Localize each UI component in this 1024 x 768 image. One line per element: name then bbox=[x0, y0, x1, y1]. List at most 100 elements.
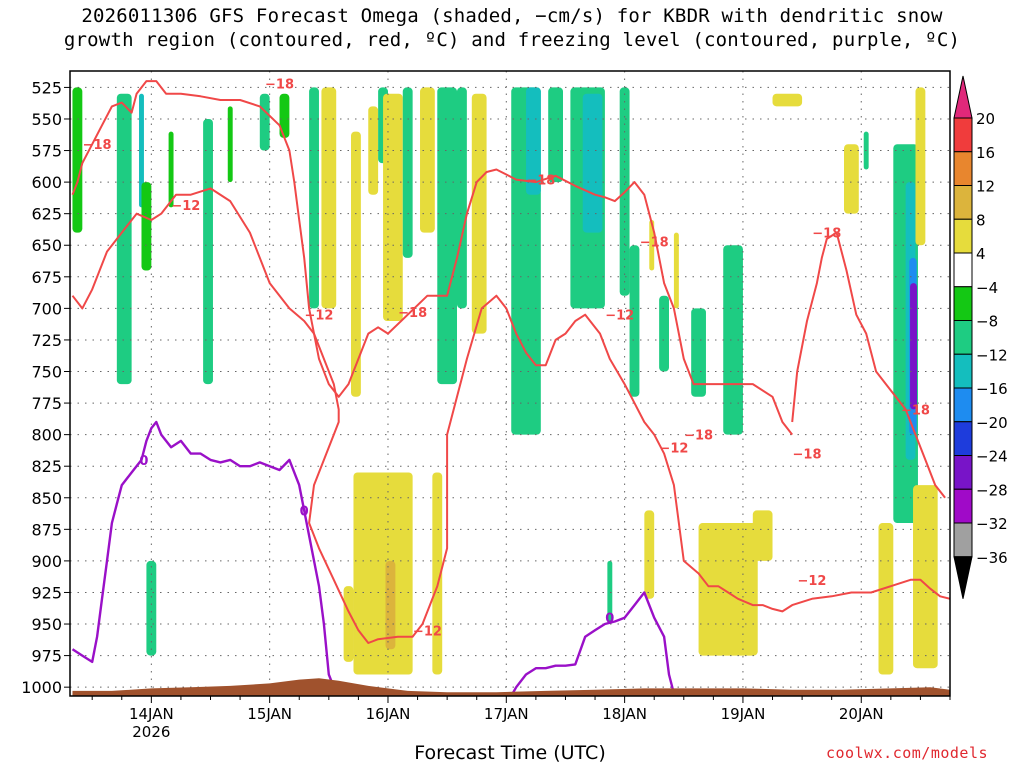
contour-label-text: 0 bbox=[605, 612, 614, 627]
colorbar-swatch bbox=[953, 151, 973, 186]
omega-cell bbox=[629, 245, 640, 397]
omega-cell bbox=[432, 472, 443, 675]
colorbar-label: 16 bbox=[976, 144, 995, 162]
y-tick-label: 775 bbox=[31, 394, 62, 413]
y-tick-label: 625 bbox=[31, 205, 62, 224]
colorbar-swatch bbox=[953, 286, 973, 321]
dgz-contour-label: −12 bbox=[797, 574, 826, 589]
omega-cell bbox=[548, 87, 563, 183]
colorbar-label: −20 bbox=[976, 414, 1008, 432]
y-tick-label: 900 bbox=[31, 552, 62, 571]
y-tick-label: 600 bbox=[31, 173, 62, 192]
contour-label-text: −12 bbox=[171, 199, 200, 214]
omega-cell bbox=[385, 560, 396, 650]
x-tick-label: 20JAN bbox=[839, 705, 884, 723]
colorbar: 20 16 12 8 4 −4 −8 −12 −16 −20 −24 −28 −32 −36 bbox=[953, 75, 1008, 599]
x-tick-year-label: 2026 bbox=[132, 723, 170, 741]
dgz-contour-label: −18 bbox=[83, 138, 112, 153]
y-tick-label: 875 bbox=[31, 520, 62, 539]
x-axis-title: Forecast Time (UTC) bbox=[414, 742, 606, 764]
x-tick-label: 17JAN bbox=[484, 705, 529, 723]
colorbar-label: −32 bbox=[976, 515, 1008, 533]
omega-cell bbox=[659, 295, 669, 372]
contour-label-text: 0 bbox=[300, 504, 309, 519]
x-tick-label: 15JAN bbox=[247, 705, 292, 723]
colorbar-swatch bbox=[953, 185, 973, 220]
omega-cell bbox=[146, 560, 157, 656]
colorbar-top-arrow bbox=[953, 75, 973, 119]
y-tick-label: 1000 bbox=[21, 678, 62, 697]
y-tick-label: 800 bbox=[31, 426, 62, 445]
contour-label-text: −18 bbox=[83, 138, 112, 153]
y-tick-label: 525 bbox=[31, 78, 62, 97]
omega-cell bbox=[723, 245, 743, 435]
omega-cell bbox=[526, 87, 541, 195]
omega-cell bbox=[913, 485, 938, 669]
dgz-contour-line bbox=[791, 231, 946, 499]
omega-cell bbox=[420, 87, 435, 233]
x-tick-label: 16JAN bbox=[366, 705, 411, 723]
contour-label-text: −18 bbox=[398, 306, 427, 321]
omega-cell bbox=[227, 106, 233, 183]
dgz-contour-label: −12 bbox=[413, 624, 442, 639]
omega-shading-layer bbox=[72, 87, 938, 675]
colorbar-swatch bbox=[953, 117, 973, 153]
omega-cell bbox=[351, 131, 361, 397]
chart-title: 2026011306 GFS Forecast Omega (shaded, −… bbox=[0, 4, 1024, 52]
x-tick-label: 19JAN bbox=[721, 705, 766, 723]
omega-cell bbox=[402, 87, 413, 258]
y-axis: 525 550 575 600 625 650 675 700 725 750 775 800 825 8… bbox=[21, 78, 70, 697]
dgz-contour-line bbox=[71, 187, 950, 644]
colorbar-bottom-arrow bbox=[953, 556, 973, 599]
omega-cell bbox=[437, 87, 458, 385]
dgz-contour-label: −18 bbox=[901, 403, 930, 418]
colorbar-label: 8 bbox=[976, 211, 986, 229]
freezing-contour-label: 0 bbox=[605, 612, 614, 627]
plot-area bbox=[70, 71, 950, 696]
y-tick-label: 850 bbox=[31, 489, 62, 508]
colorbar-swatch bbox=[953, 488, 973, 524]
contour-label-text: −18 bbox=[812, 227, 841, 242]
colorbar-label: −36 bbox=[976, 549, 1008, 567]
colorbar-label: 4 bbox=[976, 245, 986, 263]
dgz-contour-label: −18 bbox=[684, 429, 713, 444]
y-tick-label: 925 bbox=[31, 583, 62, 602]
y-tick-label: 675 bbox=[31, 268, 62, 287]
omega-cell bbox=[878, 523, 894, 675]
omega-cell bbox=[203, 118, 213, 385]
omega-cell bbox=[309, 87, 319, 309]
colorbar-swatch bbox=[953, 421, 973, 456]
omega-cell bbox=[772, 93, 803, 107]
omega-cell bbox=[607, 560, 613, 625]
y-tick-label: 825 bbox=[31, 457, 62, 476]
credit-link[interactable]: coolwx.com/models bbox=[826, 744, 989, 762]
contour-label-text: −18 bbox=[793, 448, 822, 463]
omega-cell bbox=[582, 93, 603, 233]
colorbar-swatch bbox=[953, 455, 973, 490]
freezing-level-line bbox=[71, 420, 335, 688]
colorbar-label: 20 bbox=[976, 110, 995, 128]
y-tick-label: 725 bbox=[31, 331, 62, 350]
omega-cell bbox=[691, 308, 706, 397]
plot-frame bbox=[69, 70, 951, 697]
colorbar-swatch bbox=[953, 320, 973, 355]
contour-label-layer: −18−18−12−12 −18−12−18−12−18−12−18−18−12−… bbox=[83, 78, 930, 640]
colorbar-label: −28 bbox=[976, 481, 1008, 499]
colorbar-label: −12 bbox=[976, 346, 1008, 364]
omega-cell bbox=[649, 219, 655, 271]
colorbar-label: 12 bbox=[976, 178, 995, 196]
omega-cell bbox=[752, 510, 773, 561]
y-tick-label: 550 bbox=[31, 110, 62, 129]
omega-cell bbox=[644, 510, 655, 599]
contour-label-text: −12 bbox=[304, 309, 333, 324]
x-tick-label: 14JAN bbox=[129, 705, 174, 723]
contour-label-text: −18 bbox=[901, 403, 930, 418]
contour-label-text: −12 bbox=[605, 309, 634, 324]
contour-layer bbox=[71, 80, 950, 696]
contour-label-text: 0 bbox=[139, 454, 148, 469]
dgz-contour-label: −18 bbox=[812, 227, 841, 242]
dgz-contour-label: −18 bbox=[265, 78, 294, 93]
colorbar-label: −8 bbox=[976, 313, 998, 331]
